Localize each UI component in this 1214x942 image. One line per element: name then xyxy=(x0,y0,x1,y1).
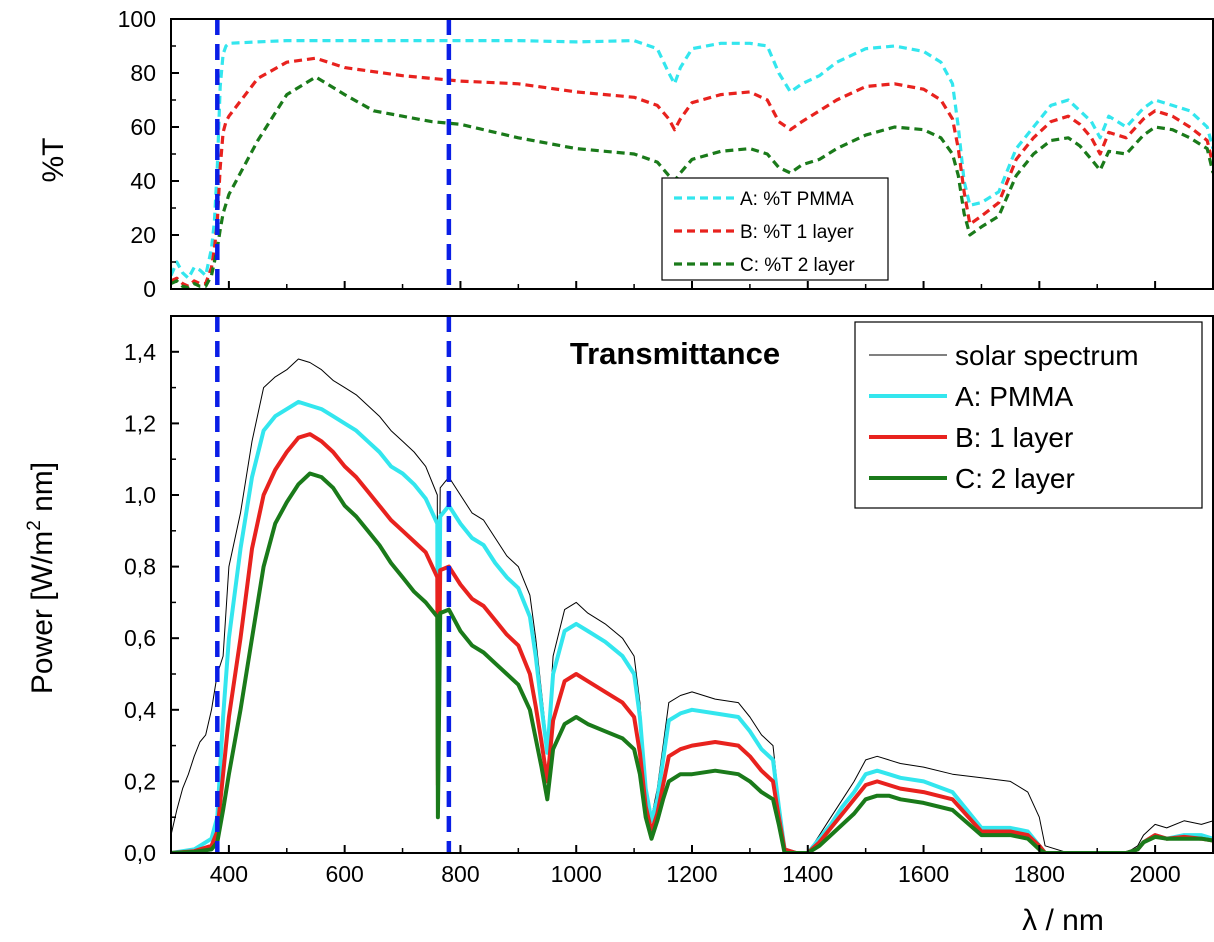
top-x-axis xyxy=(170,281,1214,289)
bottom-y-tick-label: 0,0 xyxy=(124,840,156,866)
bottom-x-tick-label: 400 xyxy=(210,861,248,887)
top-legend-box xyxy=(661,177,889,281)
bottom-legend-label-b-1-layer: B: 1 layer xyxy=(955,422,1073,453)
chart-title: Transmittance xyxy=(570,336,780,371)
top-panel: 0 20 40 60 80 100 %T A: %T PMMA B: %T 1 layer C… xyxy=(37,6,1214,302)
bottom-legend-label-c-2-layer: C: 2 layer xyxy=(955,463,1075,494)
bottom-y-tick-label: 0,4 xyxy=(124,697,156,723)
top-y-axis-label: %T xyxy=(37,138,70,183)
top-y-tick-label: 60 xyxy=(130,114,156,140)
bottom-y-tick-label: 0,2 xyxy=(124,768,156,794)
top-series-line-a-t-pmma xyxy=(171,38,1213,280)
bottom-series-line-solar-spectrum xyxy=(171,358,1213,853)
top-series-line-c-t-2-layer xyxy=(171,75,1213,289)
bottom-x-axis: 400 600 800 1000 1200 1400 1600 1800 2000 xyxy=(170,845,1214,887)
top-y-tick-label: 0 xyxy=(143,276,156,302)
top-legend: A: %T PMMA B: %T 1 layer C: %T 2 layer xyxy=(661,177,889,281)
bottom-y-tick-label: 1,4 xyxy=(124,339,156,365)
bottom-panel: 0,0 0,2 0,4 0,6 0,8 1,0 1,2 1,4 400 600 800 1000 12… xyxy=(24,315,1214,937)
x-axis-label: λ / nm xyxy=(1022,904,1104,937)
bottom-y-tick-label: 0,6 xyxy=(124,625,156,651)
bottom-x-tick-label: 1200 xyxy=(666,861,717,887)
bottom-series-line-a-pmma xyxy=(171,399,1213,853)
bottom-x-tick-label: 1800 xyxy=(1014,861,1065,887)
bottom-x-tick-label: 2000 xyxy=(1130,861,1181,887)
top-y-axis: 0 20 40 60 80 100 xyxy=(118,6,179,302)
bottom-series-line-c-2-layer xyxy=(171,471,1213,853)
bottom-x-tick-label: 1000 xyxy=(551,861,602,887)
y-label-superscript: 2 xyxy=(24,520,45,531)
bottom-series-group xyxy=(171,358,1213,853)
top-y-tick-label: 100 xyxy=(118,6,156,32)
bottom-series-line-b-1-layer xyxy=(171,432,1213,853)
top-y-tick-label: 40 xyxy=(130,168,156,194)
top-series-group xyxy=(171,38,1213,289)
bottom-x-tick-label: 1400 xyxy=(782,861,833,887)
top-y-tick-label: 80 xyxy=(130,60,156,86)
y-label-part-3: nm] xyxy=(26,462,59,520)
bottom-y-tick-label: 0,8 xyxy=(124,554,156,580)
bottom-legend-label-a-pmma: A: PMMA xyxy=(955,381,1074,412)
bottom-y-tick-label: 1,2 xyxy=(124,410,156,436)
bottom-legend-label-solar-spectrum: solar spectrum xyxy=(955,340,1139,371)
bottom-y-axis-label: Power [W/m2 nm] xyxy=(24,462,59,694)
bottom-x-tick-label: 1600 xyxy=(898,861,949,887)
top-legend-label-c-t-2-layer: C: %T 2 layer xyxy=(740,255,855,276)
y-label-part-1: Power [W/m xyxy=(26,531,59,694)
bottom-y-axis: 0,0 0,2 0,4 0,6 0,8 1,0 1,2 1,4 xyxy=(124,315,179,866)
bottom-x-tick-label: 600 xyxy=(325,861,363,887)
top-series-line-b-t-1-layer xyxy=(171,56,1213,288)
top-y-tick-label: 20 xyxy=(130,222,156,248)
bottom-reference-lines xyxy=(215,316,452,853)
top-legend-label-a-t-pmma: A: %T PMMA xyxy=(740,189,854,210)
top-reference-lines xyxy=(215,19,452,289)
bottom-y-tick-label: 1,0 xyxy=(124,482,156,508)
top-legend-label-b-t-1-layer: B: %T 1 layer xyxy=(740,222,854,243)
bottom-x-tick-label: 800 xyxy=(441,861,479,887)
bottom-legend: solar spectrum A: PMMA B: 1 layer C: 2 laye… xyxy=(854,321,1203,509)
